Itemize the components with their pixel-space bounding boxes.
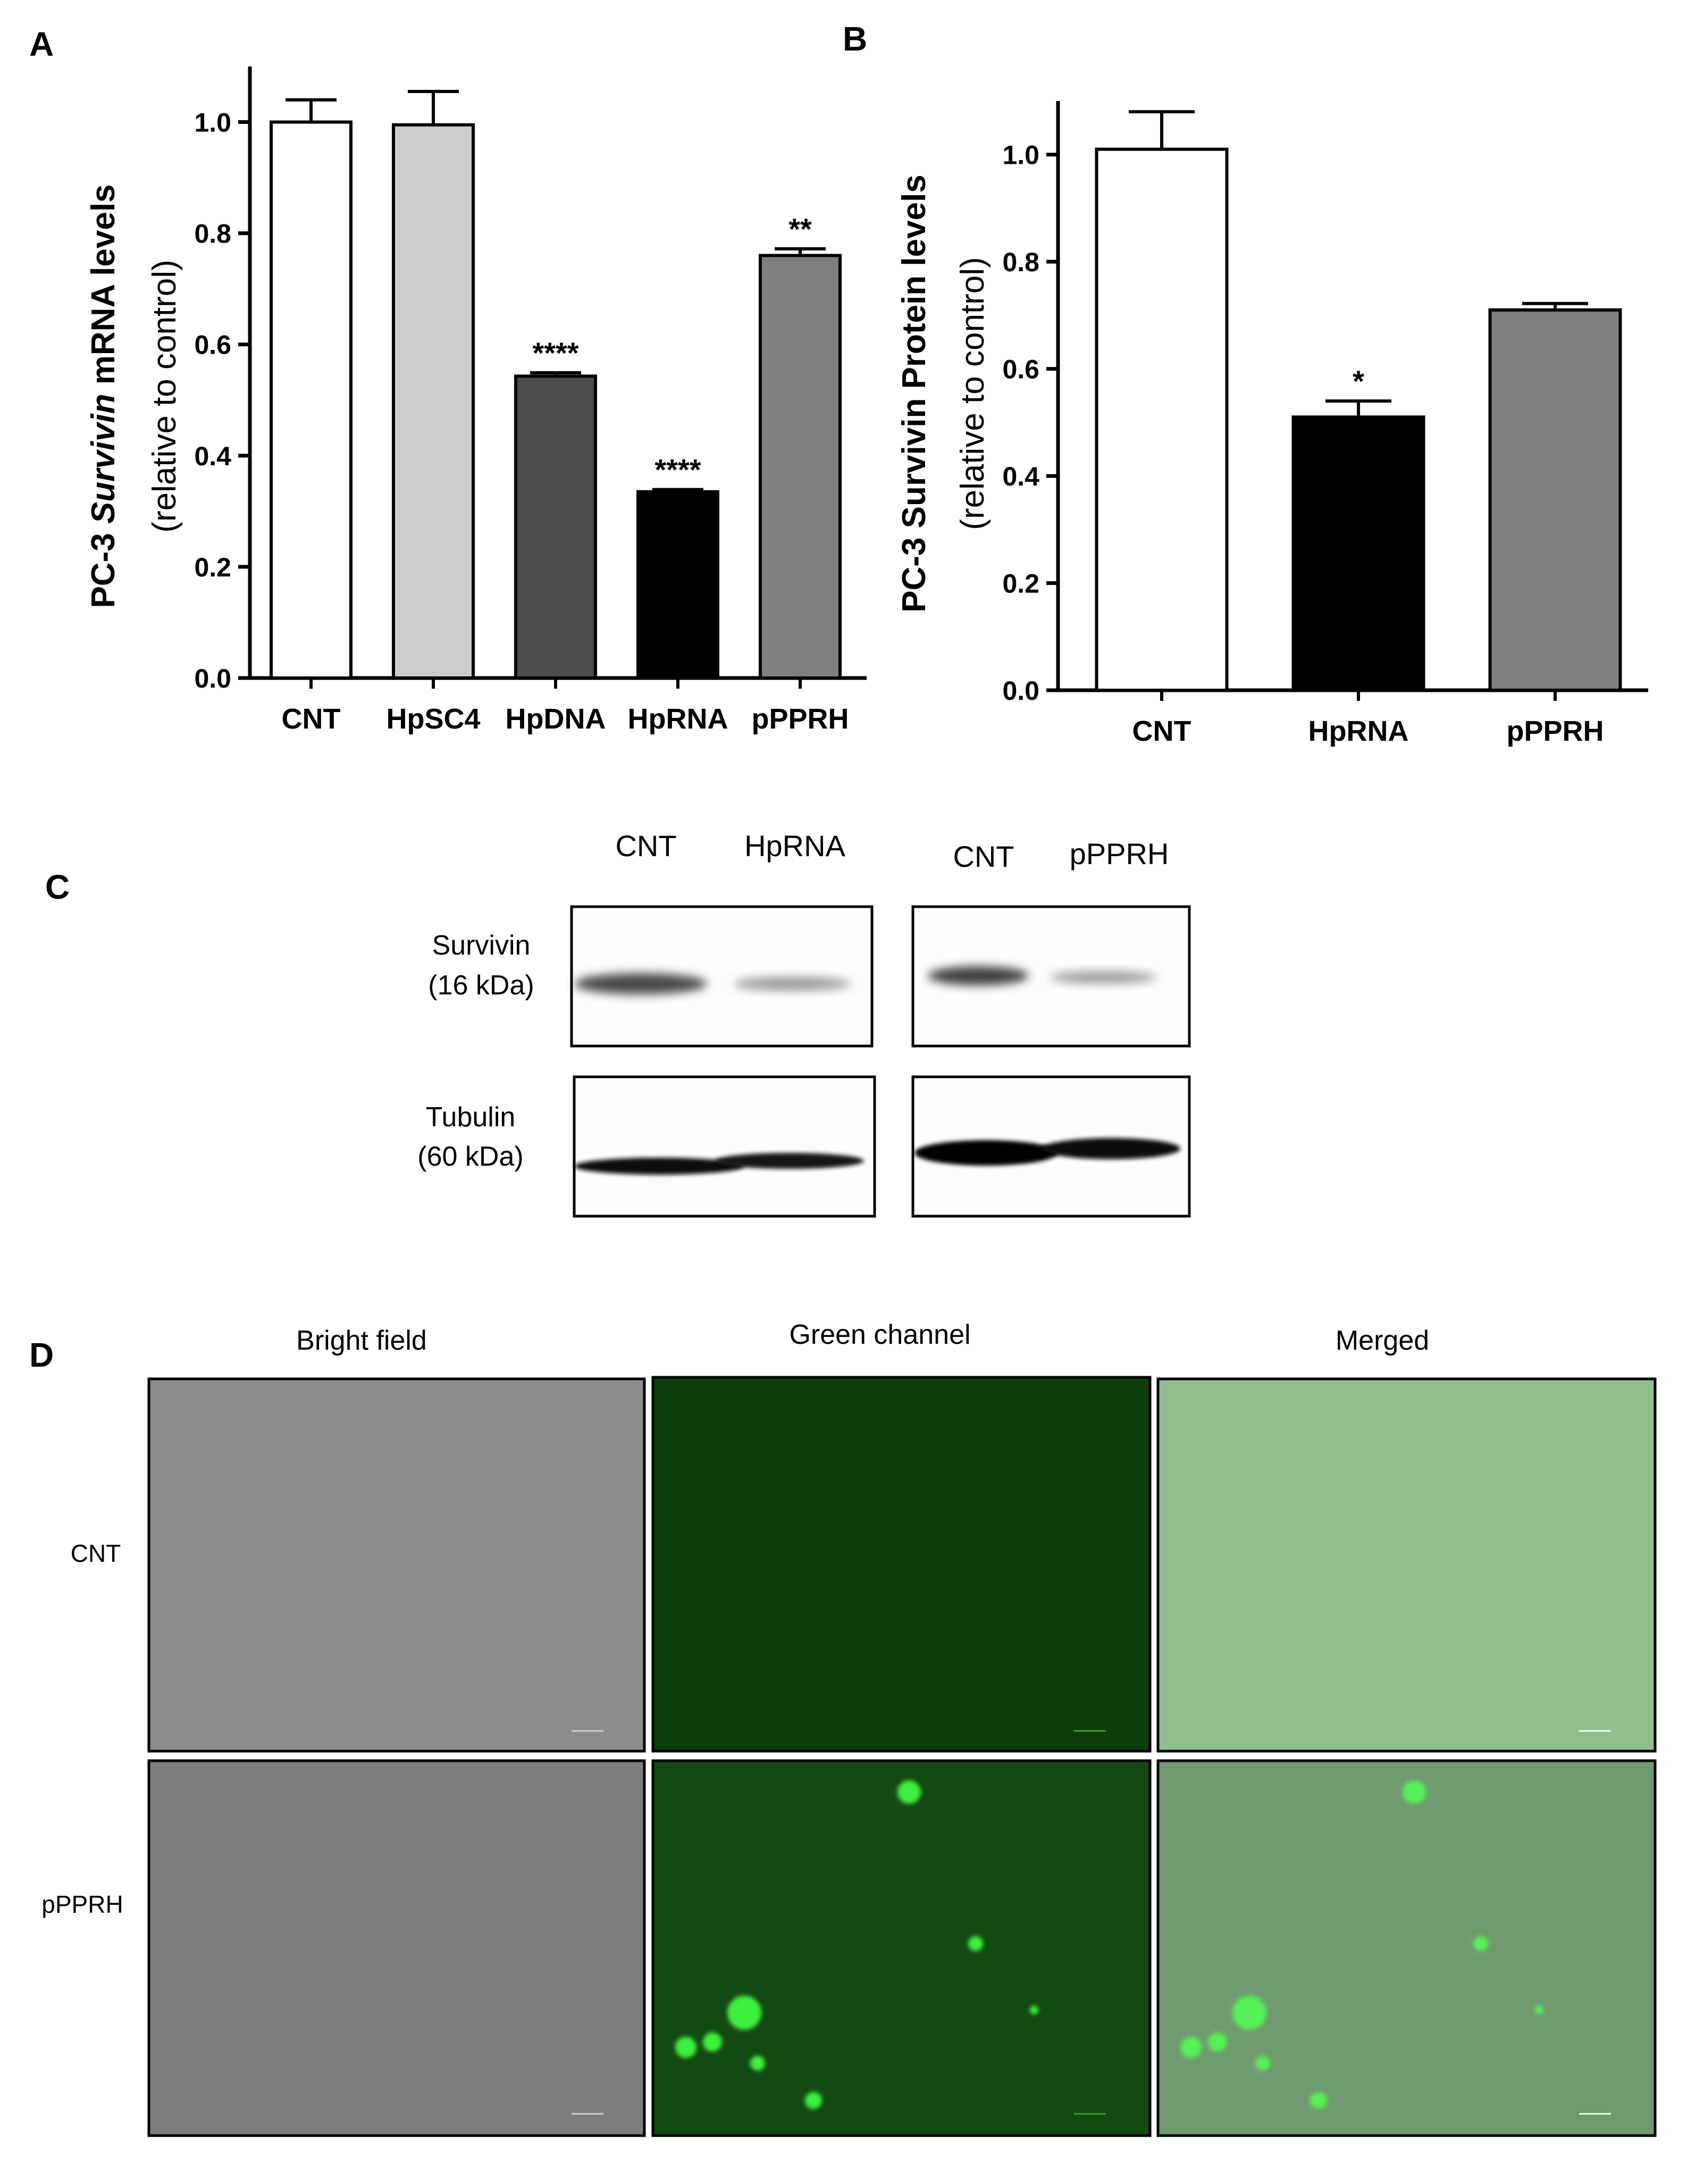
image-pprh-merged — [1156, 1759, 1657, 2137]
image-cnt-merged — [1156, 1377, 1657, 1753]
western-blot: CNT HpRNA CNT pPPRH Survivin (16 kDa) Tu… — [417, 829, 1191, 1218]
y-tick-label: 0.2 — [194, 553, 231, 582]
survivin-band — [734, 977, 851, 991]
column-label-bright-field: Bright field — [296, 1325, 427, 1356]
x-tick-label: pPPRH — [1506, 715, 1604, 747]
chart-a-ylabel-sub: (relative to control) — [146, 260, 183, 532]
significance-label: **** — [654, 453, 701, 487]
y-tick-label: 0.4 — [194, 441, 231, 471]
chart-a-ylabel: PC-3 Survivin mRNA levels — [85, 184, 122, 608]
panel-label-d: D — [29, 1336, 54, 1374]
y-tick-label: 0.6 — [1002, 355, 1039, 384]
x-tick-label: HpRNA — [628, 703, 728, 735]
y-tick-label: 1.0 — [194, 108, 231, 138]
x-tick-label: CNT — [1132, 715, 1191, 747]
bar-ppprh — [759, 254, 842, 680]
x-tick-label: pPPRH — [751, 703, 849, 735]
significance-label: * — [1353, 364, 1364, 398]
tubulin-blot-left — [573, 1075, 876, 1218]
chart-b: PC-3 Survivin Protein levels (relative t… — [896, 101, 1648, 747]
panel-label-a: A — [29, 25, 54, 63]
chart-b-ylabel: PC-3 Survivin Protein levels — [896, 174, 933, 613]
bar-cnt — [1095, 147, 1229, 692]
bar-hprna — [636, 490, 719, 680]
survivin-band — [574, 973, 707, 994]
survivin-band — [1050, 971, 1156, 984]
bar-cnt — [270, 120, 352, 680]
y-tick-label: 0.8 — [1002, 247, 1039, 277]
chart-a: PC-3 Survivin mRNA levels (relative to c… — [85, 66, 867, 735]
bar-ppprh — [1488, 308, 1622, 692]
blot-lane-pprh: pPPRH — [1070, 837, 1169, 871]
x-tick-label: CNT — [282, 703, 341, 735]
survivin-kda: (16 kDa) — [428, 970, 534, 1001]
tubulin-band — [1042, 1138, 1180, 1159]
row-label-pprh: pPPRH — [41, 1890, 123, 1918]
microscopy-grid: Bright field Green channel Merged CNT pP… — [41, 1319, 1657, 2137]
y-tick-label: 0.0 — [1002, 676, 1039, 706]
fluorescent-cells-green — [675, 1780, 1038, 2109]
bar-hprna — [1291, 415, 1425, 692]
image-pprh-green-channel — [651, 1759, 1152, 2137]
y-tick-label: 0.4 — [1002, 462, 1039, 491]
y-tick-label: 1.0 — [1002, 140, 1039, 170]
fluorescent-cells-merged — [1180, 1780, 1543, 2109]
image-pprh-bright-field — [147, 1759, 646, 2137]
y-tick-label: 0.8 — [194, 219, 231, 249]
y-tick-label: 0.6 — [194, 330, 231, 360]
tubulin-kda: (60 kDa) — [417, 1141, 523, 1172]
chart-b-ylabel-sub: (relative to control) — [954, 257, 991, 530]
blot-lane-cnt-right: CNT — [953, 840, 1014, 873]
x-tick-label: HpRNA — [1308, 715, 1409, 747]
tubulin-band — [574, 1158, 744, 1175]
significance-label: **** — [532, 336, 578, 370]
tubulin-label: Tubulin — [426, 1102, 516, 1133]
x-tick-label: HpSC4 — [386, 703, 480, 735]
y-tick-label: 0.2 — [1002, 569, 1039, 599]
x-tick-label: HpDNA — [506, 703, 606, 735]
bar-hpsc4 — [392, 123, 475, 680]
panel-label-c: C — [45, 868, 70, 906]
tubulin-band — [914, 1140, 1058, 1166]
panel-label-b: B — [843, 20, 867, 58]
blot-lane-hprna: HpRNA — [744, 829, 845, 863]
y-tick-label: 0.0 — [194, 664, 231, 693]
column-label-merged: Merged — [1336, 1325, 1429, 1356]
row-label-cnt: CNT — [71, 1539, 121, 1567]
significance-label: ** — [788, 212, 812, 246]
tubulin-band — [715, 1153, 864, 1169]
blot-lane-cnt-left: CNT — [615, 829, 676, 863]
image-cnt-green-channel — [651, 1376, 1152, 1753]
image-cnt-bright-field — [147, 1377, 646, 1753]
survivin-band — [928, 966, 1029, 985]
survivin-label: Survivin — [432, 930, 531, 961]
bar-hpdna — [514, 374, 597, 680]
column-label-green-channel: Green channel — [789, 1319, 970, 1350]
